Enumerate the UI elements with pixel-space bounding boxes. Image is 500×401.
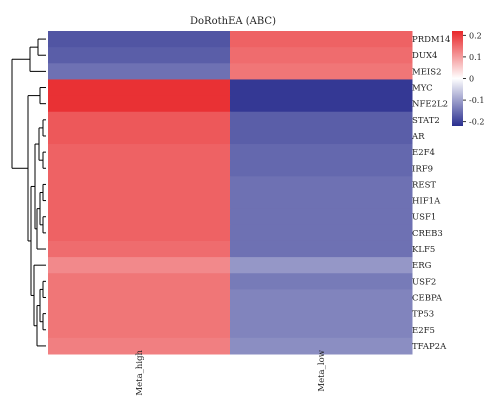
heatmap-cell-e2f5-meta_low <box>230 321 413 339</box>
heatmap-cell-usf1-meta_low <box>230 208 413 226</box>
row-label-e2f5: E2F5 <box>412 326 435 336</box>
heatmap-cell-e2f4-meta_low <box>230 144 413 161</box>
heatmap-cell-cebpa-meta_low <box>230 289 413 307</box>
row-dendrogram <box>11 38 46 347</box>
row-label-prdm14: PRDM14 <box>412 35 450 45</box>
heatmap-cell-rest-meta_high <box>48 176 231 193</box>
heatmap-cell-stat2-meta_high <box>48 111 231 129</box>
colorbar-tick-label: -0.1 <box>469 96 484 105</box>
heatmap-cell-ar-meta_high <box>48 127 231 145</box>
row-label-myc: MYC <box>412 84 433 94</box>
colorbar-tick-label: 0.1 <box>469 53 482 62</box>
heatmap-cell-creb3-meta_high <box>48 224 231 242</box>
heatmap-cell-usf2-meta_high <box>48 273 231 290</box>
heatmap-cell-prdm14-meta_high <box>48 31 231 48</box>
row-label-ar: AR <box>411 132 425 142</box>
heatmap-cell-tp53-meta_high <box>48 305 231 323</box>
heatmap-cell-tfap2a-meta_high <box>48 337 231 355</box>
heatmap-cell-usf1-meta_high <box>48 208 231 226</box>
row-label-tfap2a: TFAP2A <box>412 342 447 352</box>
row-label-tp53: TP53 <box>412 310 434 320</box>
row-label-dux4: DUX4 <box>412 51 437 61</box>
heatmap-cell-dux4-meta_high <box>48 47 231 64</box>
heatmap-cell-nfe2l2-meta_high <box>48 95 231 113</box>
row-label-cebpa: CEBPA <box>412 293 443 303</box>
heatmap-cell-myc-meta_high <box>48 79 231 97</box>
heatmap-cell-ar-meta_low <box>230 127 413 145</box>
heatmap-cell-erg-meta_low <box>230 257 413 274</box>
heatmap-cell-irf9-meta_low <box>230 160 413 177</box>
colorbar <box>452 31 463 126</box>
row-label-stat2: STAT2 <box>412 116 440 126</box>
row-label-nfe2l2: NFE2L2 <box>412 100 448 110</box>
heatmap-cell-meis2-meta_low <box>230 63 413 80</box>
heatmap-cell-tp53-meta_low <box>230 305 413 323</box>
column-label-meta_high: Meta_high <box>135 349 145 395</box>
heatmap-cell-dux4-meta_low <box>230 47 413 64</box>
heatmap-cell-klf5-meta_high <box>48 240 231 258</box>
heatmap-cell-klf5-meta_low <box>230 240 413 258</box>
heatmap-cell-irf9-meta_high <box>48 160 231 177</box>
row-label-rest: REST <box>412 180 436 190</box>
colorbar-tick-label: 0 <box>469 75 474 84</box>
heatmap-cell-hif1a-meta_low <box>230 192 413 210</box>
row-label-irf9: IRF9 <box>412 164 433 174</box>
heatmap-cell-rest-meta_low <box>230 176 413 193</box>
heatmap-cell-hif1a-meta_high <box>48 192 231 210</box>
heatmap-cell-erg-meta_high <box>48 257 231 274</box>
column-labels: Meta_high Meta_low <box>135 349 327 395</box>
colorbar-tick-label: 0.2 <box>469 31 482 40</box>
row-label-usf1: USF1 <box>412 213 436 223</box>
colorbar-ticks: 0.2 0.1 0 -0.1 -0.2 <box>463 31 484 127</box>
heatmap-cell-tfap2a-meta_low <box>230 337 413 355</box>
row-label-e2f4: E2F4 <box>412 148 435 158</box>
heatmap-cell-usf2-meta_low <box>230 273 413 290</box>
heatmap-cells <box>48 31 413 355</box>
heatmap-cell-e2f4-meta_high <box>48 144 231 161</box>
heatmap-cell-nfe2l2-meta_low <box>230 95 413 113</box>
row-labels: PRDM14 DUX4 MEIS2 MYC NFE2L2 STAT2 AR E2F4 IRF9 R… <box>411 35 450 352</box>
row-label-meis2: MEIS2 <box>412 67 442 77</box>
row-label-creb3: CREB3 <box>412 229 443 239</box>
heatmap-cell-meis2-meta_high <box>48 63 231 80</box>
chart-title: DoRothEA (ABC) <box>190 16 276 27</box>
row-label-usf2: USF2 <box>412 277 436 287</box>
heatmap-cell-myc-meta_low <box>230 79 413 97</box>
row-label-klf5: KLF5 <box>412 245 435 255</box>
heatmap-cell-creb3-meta_low <box>230 224 413 242</box>
heatmap-cell-stat2-meta_low <box>230 111 413 129</box>
row-label-erg: ERG <box>412 261 432 271</box>
heatmap-cell-e2f5-meta_high <box>48 321 231 339</box>
column-label-meta_low: Meta_low <box>317 349 327 391</box>
colorbar-tick-label: -0.2 <box>469 118 484 127</box>
heatmap-cell-cebpa-meta_high <box>48 289 231 307</box>
row-label-hif1a: HIF1A <box>412 197 441 207</box>
heatmap-cell-prdm14-meta_low <box>230 31 413 48</box>
